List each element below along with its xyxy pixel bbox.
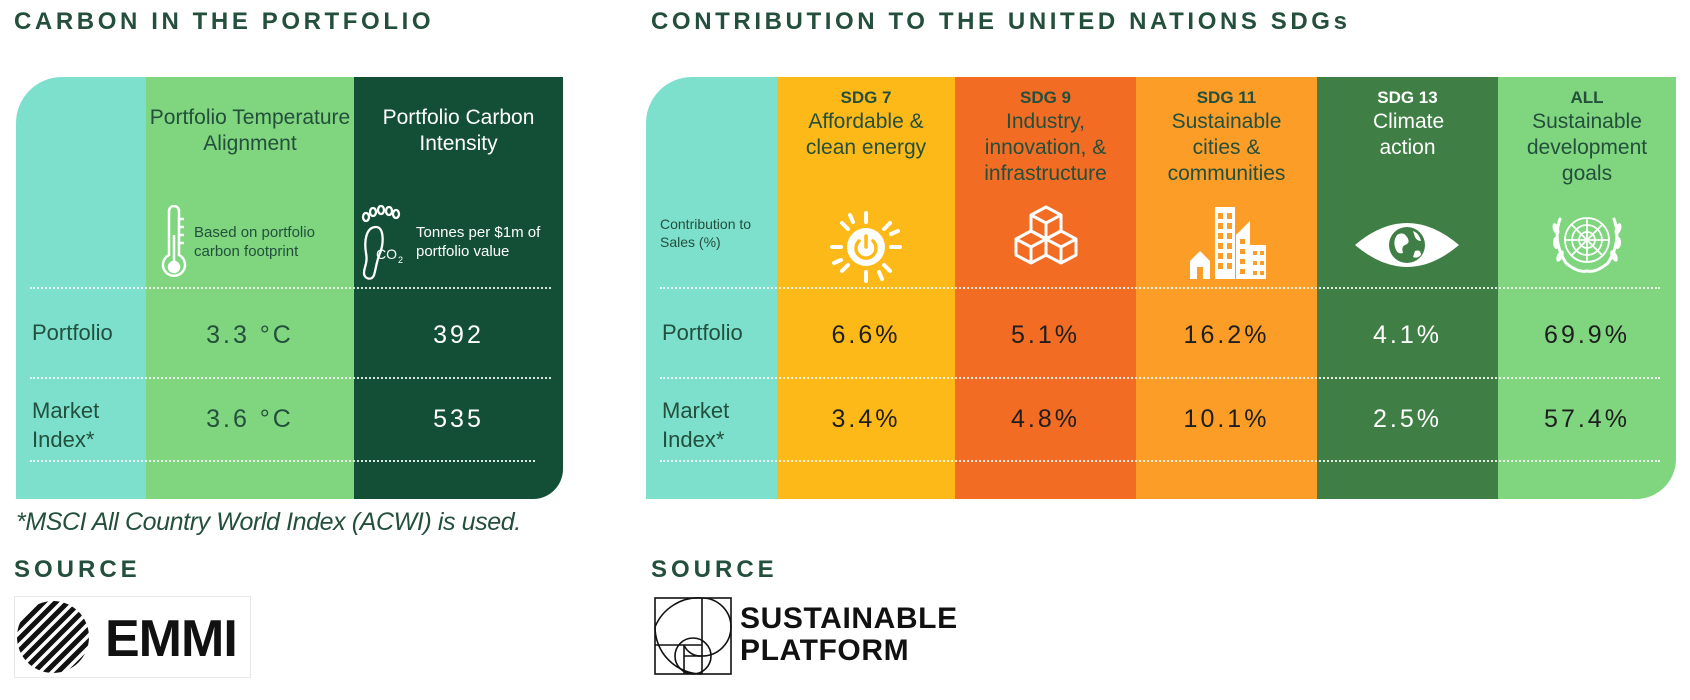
emmi-stripes-icon	[17, 601, 89, 673]
cubes-icon	[1014, 205, 1078, 265]
svg-text:2: 2	[398, 255, 403, 265]
intensity-portfolio-value: 392	[433, 321, 484, 349]
all-sdgs-header: ALL Sustainable development goals	[1498, 87, 1676, 187]
footnote: *MSCI All Country World Index (ACWI) is …	[16, 508, 521, 536]
sdg9-market-value: 4.8%	[1011, 405, 1080, 433]
sdg11-name: Sustainable cities & communities	[1167, 110, 1286, 185]
sdg-source-label: SOURCE	[651, 556, 778, 583]
sdg7-name: Affordable & clean energy	[805, 110, 927, 159]
row-divider	[30, 377, 551, 379]
sdg13-name: Climate action	[1373, 110, 1445, 159]
all-sdgs-name: Sustainable development goals	[1526, 110, 1648, 185]
sdg7-header: SDG 7 Affordable & clean energy	[777, 87, 955, 161]
sun-power-icon	[830, 211, 902, 283]
city-buildings-icon	[1190, 207, 1266, 279]
emmi-logo-text: EMMI	[105, 610, 238, 668]
all-sdgs-market-value: 57.4%	[1544, 405, 1630, 433]
intensity-caption: Tonnes per $1m of portfolio value	[416, 224, 541, 260]
sdg-section-title: CONTRIBUTION TO THE UNITED NATIONS SDGs	[651, 8, 1351, 35]
intensity-market-value: 535	[433, 405, 484, 433]
temperature-market-value: 3.6 °C	[206, 405, 294, 433]
sustainable-platform-logo-text: SUSTAINABLE PLATFORM	[740, 603, 958, 667]
sdg11-code: SDG 11	[1196, 88, 1257, 107]
emmi-logo: EMMI	[14, 596, 251, 678]
sdg11-portfolio-value: 16.2%	[1183, 321, 1270, 349]
carbon-row-label-market: Market Index*	[32, 398, 100, 452]
temperature-header: Portfolio Temperature Alignment	[149, 106, 351, 155]
all-sdgs-code: ALL	[1570, 88, 1604, 107]
sdg13-code: SDG 13	[1377, 88, 1438, 107]
sdg-row-label-portfolio: Portfolio	[662, 320, 743, 345]
sdg7-market-value: 3.4%	[831, 405, 901, 433]
sdg11-header: SDG 11 Sustainable cities & communities	[1136, 87, 1317, 187]
sdg9-name: Industry, innovation, & infrastructure	[984, 110, 1107, 185]
golden-spiral-icon	[654, 597, 732, 675]
row-divider	[660, 377, 1660, 379]
thermometer-icon	[161, 205, 187, 278]
sdg9-header: SDG 9 Industry, innovation, & infrastruc…	[955, 87, 1136, 187]
all-sdgs-portfolio-value: 69.9%	[1544, 321, 1630, 349]
logo-line-2: PLATFORM	[740, 634, 910, 667]
sdg-table: Contribution to Sales (%) SDG 7 Affordab…	[646, 77, 1676, 499]
temperature-portfolio-value: 3.3 °C	[206, 321, 294, 349]
eye-globe-icon	[1355, 223, 1459, 267]
logo-line-1: SUSTAINABLE	[740, 602, 958, 635]
carbon-section-title: CARBON IN THE PORTFOLIO	[14, 8, 435, 35]
sdg9-code: SDG 9	[1019, 88, 1072, 107]
sdg7-code: SDG 7	[840, 88, 892, 107]
sdg-row-label-market: Market Index*	[662, 398, 730, 452]
carbon-row-label-portfolio: Portfolio	[32, 320, 113, 345]
sustainable-platform-logo: SUSTAINABLE PLATFORM	[654, 597, 974, 675]
row-divider	[30, 287, 551, 289]
sdg7-portfolio-value: 6.6%	[831, 321, 901, 349]
temperature-caption: Based on portfolio carbon footprint	[194, 224, 315, 260]
un-emblem-icon	[1552, 217, 1622, 273]
sdg13-portfolio-value: 4.1%	[1373, 321, 1442, 349]
sdg11-market-value: 10.1%	[1183, 405, 1270, 433]
sdg13-market-value: 2.5%	[1373, 405, 1442, 433]
svg-text:CO: CO	[376, 246, 397, 262]
contribution-caption: Contribution to Sales (%)	[660, 216, 752, 250]
intensity-header: Portfolio Carbon Intensity	[382, 106, 535, 155]
sdg13-header: SDG 13 Climate action	[1317, 87, 1498, 161]
co2-footprint-icon: CO 2	[361, 204, 403, 280]
row-divider	[660, 460, 1660, 462]
carbon-source-label: SOURCE	[14, 556, 141, 583]
sdg9-portfolio-value: 5.1%	[1011, 321, 1080, 349]
row-divider	[30, 460, 535, 462]
row-divider	[660, 287, 1660, 289]
carbon-table: Portfolio Temperature Alignment Based on…	[16, 77, 563, 499]
